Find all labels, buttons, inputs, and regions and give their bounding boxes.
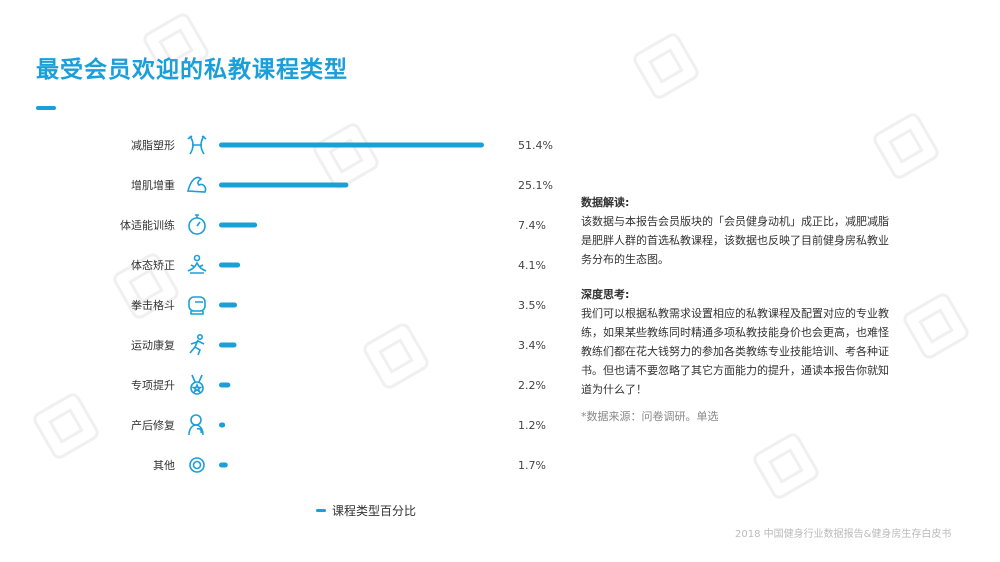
report-footer: 2018 中国健身行业数据报告&健身房生存白皮书: [735, 529, 952, 540]
value-label: 1.2%: [518, 419, 546, 432]
category-label: 产后修复: [131, 418, 175, 432]
meditation-icon: [187, 254, 207, 274]
boxing-glove-icon: [188, 296, 206, 315]
category-label: 运动康复: [131, 338, 175, 352]
bar: [219, 462, 228, 468]
value-label: 1.7%: [518, 459, 546, 472]
section-heading-interpretation: 数据解读:: [581, 196, 630, 209]
stopwatch-icon: [188, 214, 206, 235]
title-underline: [36, 106, 56, 110]
bar: [219, 182, 349, 188]
thinking-text: 我们可以根据私教需求设置相应的私教课程及配置对应的专业教练，如果某些教练同时精通…: [581, 307, 889, 396]
interpretation-text: 该数据与本报告会员版块的「会员健身动机」成正比，减肥减脂是肥胖人群的首选私教课程…: [581, 215, 889, 266]
analysis-panel: 数据解读: 该数据与本报告会员版块的「会员健身动机」成正比，减肥减脂是肥胖人群的…: [581, 193, 891, 426]
value-label: 3.5%: [518, 299, 546, 312]
muscle-arm-icon: [186, 176, 207, 193]
bar: [219, 342, 237, 348]
bar: [219, 262, 241, 268]
value-label: 4.1%: [518, 259, 546, 272]
legend-label: 课程类型百分比: [332, 504, 417, 518]
bar: [219, 382, 231, 388]
bar: [219, 142, 484, 148]
value-label: 2.2%: [518, 379, 546, 392]
data-source-note: *数据来源：问卷调研。单选: [581, 410, 719, 423]
category-label: 体态矫正: [131, 258, 175, 272]
chart-legend: 课程类型百分比: [316, 502, 416, 519]
running-icon: [189, 334, 205, 356]
bar: [219, 222, 258, 228]
mother-baby-icon: [188, 414, 204, 436]
target-icon: [189, 457, 205, 473]
category-label: 其他: [153, 459, 175, 472]
waist-icon: [187, 135, 207, 155]
page-title: 最受会员欢迎的私教课程类型: [36, 57, 348, 83]
value-label: 25.1%: [518, 179, 553, 192]
category-label: 减脂塑形: [131, 138, 175, 152]
legend-swatch: [316, 509, 326, 512]
value-label: 51.4%: [518, 139, 553, 152]
value-label: 7.4%: [518, 219, 546, 232]
category-label: 拳击格斗: [131, 298, 175, 312]
category-label: 增肌增重: [131, 178, 175, 192]
category-label: 体适能训练: [120, 218, 175, 232]
value-label: 3.4%: [518, 339, 546, 352]
category-label: 专项提升: [131, 378, 175, 392]
bar: [219, 302, 238, 308]
section-heading-thinking: 深度思考:: [581, 288, 630, 301]
medal-icon: [190, 374, 204, 395]
bar: [219, 422, 226, 428]
